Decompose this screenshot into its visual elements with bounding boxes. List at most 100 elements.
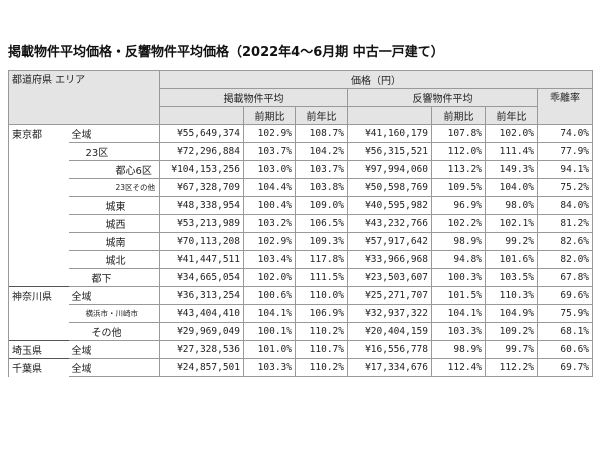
value-cell: ¥17,334,676 bbox=[347, 358, 432, 377]
value-cell: 104.9% bbox=[485, 304, 538, 323]
table-row: 城北 ¥41,447,511 103.4% 117.8% ¥33,966,968 94.8… bbox=[8, 250, 594, 269]
value-cell: 74.0% bbox=[536, 124, 594, 143]
area: 都下 bbox=[68, 268, 160, 287]
value-cell: ¥67,328,709 bbox=[159, 178, 244, 197]
value-cell: ¥48,338,954 bbox=[159, 196, 244, 215]
area: 城西 bbox=[68, 214, 160, 233]
value-cell: 106.9% bbox=[295, 304, 348, 323]
value-cell: 111.4% bbox=[485, 142, 538, 161]
value-cell: 109.2% bbox=[485, 322, 538, 341]
value-cell: 82.0% bbox=[536, 250, 594, 269]
value-cell: 110.3% bbox=[485, 286, 538, 305]
value-cell: 84.0% bbox=[536, 196, 594, 215]
value-cell: 104.4% bbox=[243, 178, 296, 197]
value-cell: ¥53,213,989 bbox=[159, 214, 244, 233]
value-cell: 100.4% bbox=[243, 196, 296, 215]
header-price: 価格（円） bbox=[158, 70, 594, 89]
area: 城北 bbox=[68, 250, 160, 269]
value-cell: 69.7% bbox=[536, 358, 594, 377]
area: 全域 bbox=[68, 358, 160, 377]
value-cell: 101.6% bbox=[485, 250, 538, 269]
table-row: 埼玉県 全域 ¥27,328,536 101.0% 110.7% ¥16,556,778 9… bbox=[8, 340, 594, 359]
table-row: 千葉県 全域 ¥24,857,501 103.3% 110.2% ¥17,334,676 1… bbox=[8, 358, 594, 377]
area: 全域 bbox=[68, 124, 160, 143]
table-row: 城東 ¥48,338,954 100.4% 109.0% ¥40,595,982 96.9… bbox=[8, 196, 594, 215]
value-cell: ¥41,447,511 bbox=[159, 250, 244, 269]
value-cell: 82.6% bbox=[536, 232, 594, 251]
value-cell: 107.8% bbox=[431, 124, 486, 143]
prefecture: 東京都 bbox=[8, 124, 69, 143]
prefecture bbox=[8, 250, 69, 269]
value-cell: 67.8% bbox=[536, 268, 594, 287]
value-cell: ¥33,966,968 bbox=[347, 250, 432, 269]
value-cell: 110.7% bbox=[295, 340, 348, 359]
value-cell: 100.3% bbox=[431, 268, 486, 287]
value-cell: 102.9% bbox=[243, 232, 296, 251]
area: その他 bbox=[68, 322, 160, 341]
value-cell: 112.2% bbox=[485, 358, 538, 377]
prefecture: 千葉県 bbox=[8, 358, 69, 377]
prefecture: 神奈川県 bbox=[8, 286, 69, 305]
table-row: 23区 ¥72,296,884 103.7% 104.2% ¥56,315,521 112… bbox=[8, 142, 594, 161]
value-cell: ¥41,160,179 bbox=[347, 124, 432, 143]
value-cell: 94.8% bbox=[431, 250, 486, 269]
value-cell: 103.0% bbox=[243, 160, 296, 179]
prefecture bbox=[8, 142, 69, 161]
value-cell: 102.1% bbox=[485, 214, 538, 233]
table-row: 神奈川県 全域 ¥36,313,254 100.6% 110.0% ¥25,271,707… bbox=[8, 286, 594, 305]
value-cell: ¥36,313,254 bbox=[159, 286, 244, 305]
prefecture bbox=[8, 268, 69, 287]
value-cell: 101.0% bbox=[243, 340, 296, 359]
prefecture: 埼玉県 bbox=[8, 340, 69, 359]
value-cell: 109.5% bbox=[431, 178, 486, 197]
prefecture bbox=[8, 322, 69, 341]
header-inquiry: 反響物件平均 bbox=[347, 88, 538, 107]
prefecture bbox=[8, 232, 69, 251]
value-cell: ¥72,296,884 bbox=[159, 142, 244, 161]
value-cell: 106.5% bbox=[295, 214, 348, 233]
area: 横浜市・川崎市 bbox=[68, 304, 160, 323]
value-cell: 100.6% bbox=[243, 286, 296, 305]
header-yoy: 前年比 bbox=[485, 106, 538, 125]
price-table: 都道府県 エリア 価格（円） 掲載物件平均 反響物件平均 乖離率 前期比 前年比… bbox=[8, 70, 594, 377]
value-cell: 102.0% bbox=[485, 124, 538, 143]
value-cell: 104.2% bbox=[295, 142, 348, 161]
header-yoy: 前年比 bbox=[295, 106, 348, 125]
value-cell: 149.3% bbox=[485, 160, 538, 179]
header-listed: 掲載物件平均 bbox=[159, 88, 348, 107]
value-cell: 103.7% bbox=[295, 160, 348, 179]
table-row: 都下 ¥34,665,054 102.0% 111.5% ¥23,503,607 100.… bbox=[8, 268, 594, 287]
value-cell: ¥32,937,322 bbox=[347, 304, 432, 323]
header-region: 都道府県 エリア bbox=[8, 70, 160, 125]
value-cell: 99.7% bbox=[485, 340, 538, 359]
value-cell: 68.1% bbox=[536, 322, 594, 341]
header-blank bbox=[159, 106, 244, 125]
value-cell: 103.8% bbox=[295, 178, 348, 197]
value-cell: 109.3% bbox=[295, 232, 348, 251]
value-cell: ¥55,649,374 bbox=[159, 124, 244, 143]
value-cell: 100.1% bbox=[243, 322, 296, 341]
table-row: 横浜市・川崎市 ¥43,404,410 104.1% 106.9% ¥32,937,32… bbox=[8, 304, 594, 323]
value-cell: ¥23,503,607 bbox=[347, 268, 432, 287]
value-cell: 108.7% bbox=[295, 124, 348, 143]
value-cell: 103.7% bbox=[243, 142, 296, 161]
value-cell: 75.9% bbox=[536, 304, 594, 323]
table-row: 都心6区 ¥104,153,256 103.0% 103.7% ¥97,994,060 1… bbox=[8, 160, 594, 179]
value-cell: ¥50,598,769 bbox=[347, 178, 432, 197]
header-qoq: 前期比 bbox=[431, 106, 486, 125]
value-cell: ¥57,917,642 bbox=[347, 232, 432, 251]
value-cell: ¥24,857,501 bbox=[159, 358, 244, 377]
value-cell: 103.3% bbox=[431, 322, 486, 341]
value-cell: 110.2% bbox=[295, 358, 348, 377]
area: 城南 bbox=[68, 232, 160, 251]
value-cell: 103.3% bbox=[243, 358, 296, 377]
header-gap: 乖離率 bbox=[536, 88, 594, 125]
value-cell: 113.2% bbox=[431, 160, 486, 179]
value-cell: 99.2% bbox=[485, 232, 538, 251]
area: 城東 bbox=[68, 196, 160, 215]
value-cell: 98.0% bbox=[485, 196, 538, 215]
value-cell: ¥70,113,208 bbox=[159, 232, 244, 251]
value-cell: ¥56,315,521 bbox=[347, 142, 432, 161]
value-cell: 110.0% bbox=[295, 286, 348, 305]
